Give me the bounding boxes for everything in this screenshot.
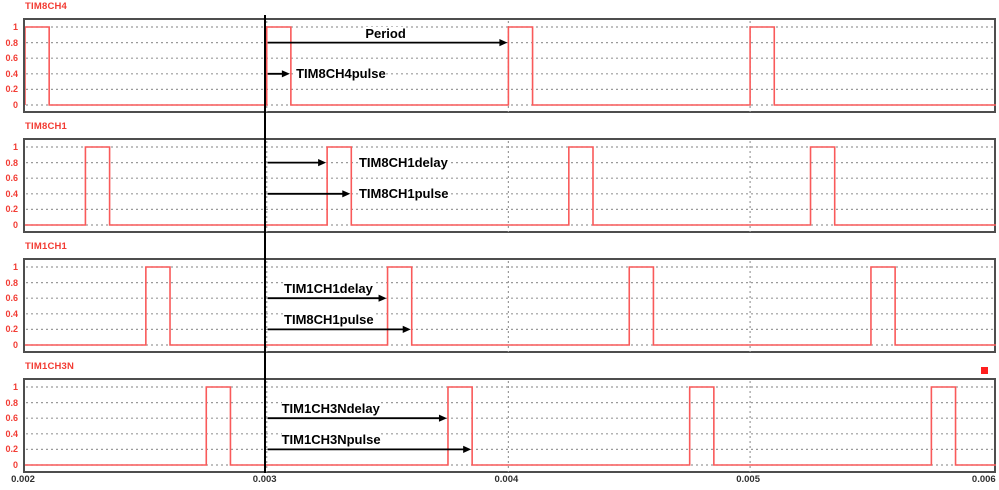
annotation-arrowhead bbox=[281, 70, 290, 78]
panel-title: TIM1CH1 bbox=[25, 241, 68, 252]
waveform-panel-tim1ch3n: TIM1CH3N 1 0.8 0.6 0.4 0.2 0 TIM1CH3Ndelay TI… bbox=[0, 360, 999, 480]
pulse-waveform bbox=[25, 26, 996, 106]
pulse-waveform bbox=[25, 266, 996, 346]
waveform-panel-tim1ch1: TIM1CH1 1 0.8 0.6 0.4 0.2 0 TIM1CH1delay TIM8… bbox=[0, 240, 999, 360]
y-tick-label: 0.2 bbox=[5, 444, 18, 455]
waveform-panel-tim8ch4: TIM8CH4 1 0.8 0.6 0.4 0.2 0 Period TIM8CH4pul… bbox=[0, 0, 999, 120]
annotation-label-tim8ch1delay: TIM8CH1delay bbox=[358, 154, 448, 170]
annotation-arrowhead bbox=[378, 294, 387, 302]
annotation-label-tim8ch1pulse: TIM8CH1pulse bbox=[284, 312, 374, 328]
x-tick-label: 0.006 bbox=[971, 474, 996, 485]
plot-area bbox=[23, 18, 996, 113]
plot-area bbox=[23, 138, 996, 233]
y-tick-label: 0.4 bbox=[5, 68, 18, 79]
y-tick-label: 0.8 bbox=[5, 37, 18, 48]
waveform-plot bbox=[25, 141, 996, 232]
y-tick-label: 0.8 bbox=[5, 157, 18, 168]
y-tick-label: 0.4 bbox=[5, 308, 18, 319]
y-tick-label: 0.4 bbox=[5, 428, 18, 439]
y-tick-label: 0 bbox=[12, 340, 18, 350]
y-tick-label: 1 bbox=[12, 382, 18, 392]
annotation-arrowhead bbox=[438, 414, 447, 422]
y-tick-label: 0.8 bbox=[5, 277, 18, 288]
waveform-panel-tim8ch1: TIM8CH1 1 0.8 0.6 0.4 0.2 0 TIM8CH1delay TIM8… bbox=[0, 120, 999, 240]
plot-area bbox=[23, 378, 996, 473]
annotation-label-tim1ch3ndelay: TIM1CH3Ndelay bbox=[281, 401, 380, 417]
y-tick-label: 0.6 bbox=[5, 413, 18, 424]
pulse-waveform bbox=[25, 146, 996, 226]
y-tick-label: 0 bbox=[12, 460, 18, 470]
annotation-arrowhead bbox=[463, 445, 472, 453]
annotation-label-tim8ch4pulse: TIM8CH4pulse bbox=[296, 65, 386, 81]
panel-title: TIM8CH1 bbox=[25, 121, 68, 132]
y-tick-label: 1 bbox=[12, 142, 18, 152]
y-tick-label: 1 bbox=[12, 262, 18, 272]
annotation-label-tim1ch1delay: TIM1CH1delay bbox=[284, 281, 373, 297]
time-cursor-line[interactable] bbox=[263, 15, 266, 473]
annotation-label-tim1ch3npulse: TIM1CH3Npulse bbox=[281, 432, 381, 448]
y-tick-label: 1 bbox=[12, 22, 18, 32]
annotation-arrowhead bbox=[318, 159, 327, 167]
y-tick-label: 0.6 bbox=[5, 53, 18, 64]
y-tick-label: 0.4 bbox=[5, 188, 18, 199]
annotation-arrowhead bbox=[499, 39, 508, 47]
annotation-label-period: Period bbox=[365, 25, 406, 41]
x-tick-label: 0.003 bbox=[252, 474, 277, 485]
panel-title: TIM8CH4 bbox=[25, 1, 68, 12]
pulse-waveform bbox=[25, 386, 996, 466]
y-tick-label: 0 bbox=[12, 100, 18, 110]
annotation-arrowhead bbox=[402, 325, 411, 333]
y-tick-label: 0.8 bbox=[5, 397, 18, 408]
y-tick-label: 0.6 bbox=[5, 293, 18, 304]
y-tick-label: 0.2 bbox=[5, 324, 18, 335]
annotation-arrowhead bbox=[342, 190, 351, 198]
annotation-label-tim8ch1pulse: TIM8CH1pulse bbox=[358, 185, 449, 201]
panel-title: TIM1CH3N bbox=[25, 361, 75, 372]
waveform-plot bbox=[25, 21, 996, 112]
waveform-plot bbox=[25, 381, 996, 472]
x-tick-label: 0.002 bbox=[11, 474, 35, 485]
x-tick-label: 0.005 bbox=[736, 474, 760, 485]
x-tick-label: 0.004 bbox=[494, 474, 519, 485]
y-tick-label: 0.6 bbox=[5, 173, 18, 184]
plot-area bbox=[23, 258, 996, 353]
legend-marker-icon bbox=[981, 367, 988, 374]
waveform-plot bbox=[25, 261, 996, 352]
y-tick-label: 0.2 bbox=[5, 204, 18, 215]
y-tick-label: 0.2 bbox=[5, 84, 18, 95]
y-tick-label: 0 bbox=[12, 220, 18, 230]
